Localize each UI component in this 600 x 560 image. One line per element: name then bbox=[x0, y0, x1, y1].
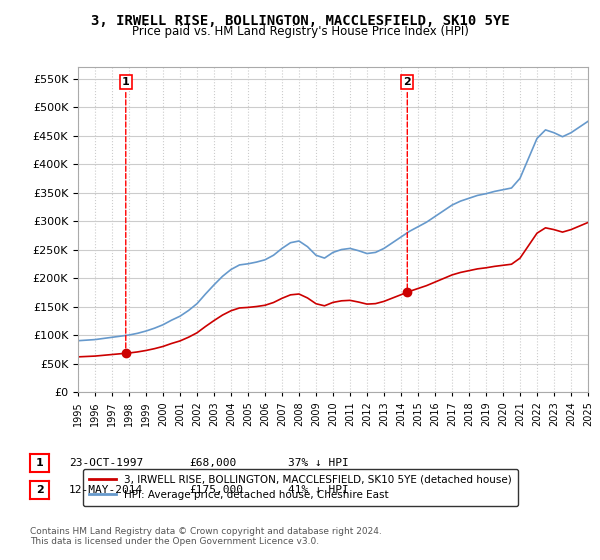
Text: Price paid vs. HM Land Registry's House Price Index (HPI): Price paid vs. HM Land Registry's House … bbox=[131, 25, 469, 38]
Text: 2: 2 bbox=[36, 485, 43, 495]
Text: 12-MAY-2014: 12-MAY-2014 bbox=[69, 485, 143, 495]
Text: £175,000: £175,000 bbox=[189, 485, 243, 495]
Text: £68,000: £68,000 bbox=[189, 458, 236, 468]
Text: 23-OCT-1997: 23-OCT-1997 bbox=[69, 458, 143, 468]
Legend: 3, IRWELL RISE, BOLLINGTON, MACCLESFIELD, SK10 5YE (detached house), HPI: Averag: 3, IRWELL RISE, BOLLINGTON, MACCLESFIELD… bbox=[83, 469, 518, 506]
Text: 1: 1 bbox=[36, 458, 43, 468]
Text: 37% ↓ HPI: 37% ↓ HPI bbox=[288, 458, 349, 468]
Text: 41% ↓ HPI: 41% ↓ HPI bbox=[288, 485, 349, 495]
Text: 3, IRWELL RISE, BOLLINGTON, MACCLESFIELD, SK10 5YE: 3, IRWELL RISE, BOLLINGTON, MACCLESFIELD… bbox=[91, 14, 509, 28]
Text: 1: 1 bbox=[122, 77, 130, 351]
Text: 2: 2 bbox=[403, 77, 411, 290]
Text: Contains HM Land Registry data © Crown copyright and database right 2024.
This d: Contains HM Land Registry data © Crown c… bbox=[30, 526, 382, 546]
